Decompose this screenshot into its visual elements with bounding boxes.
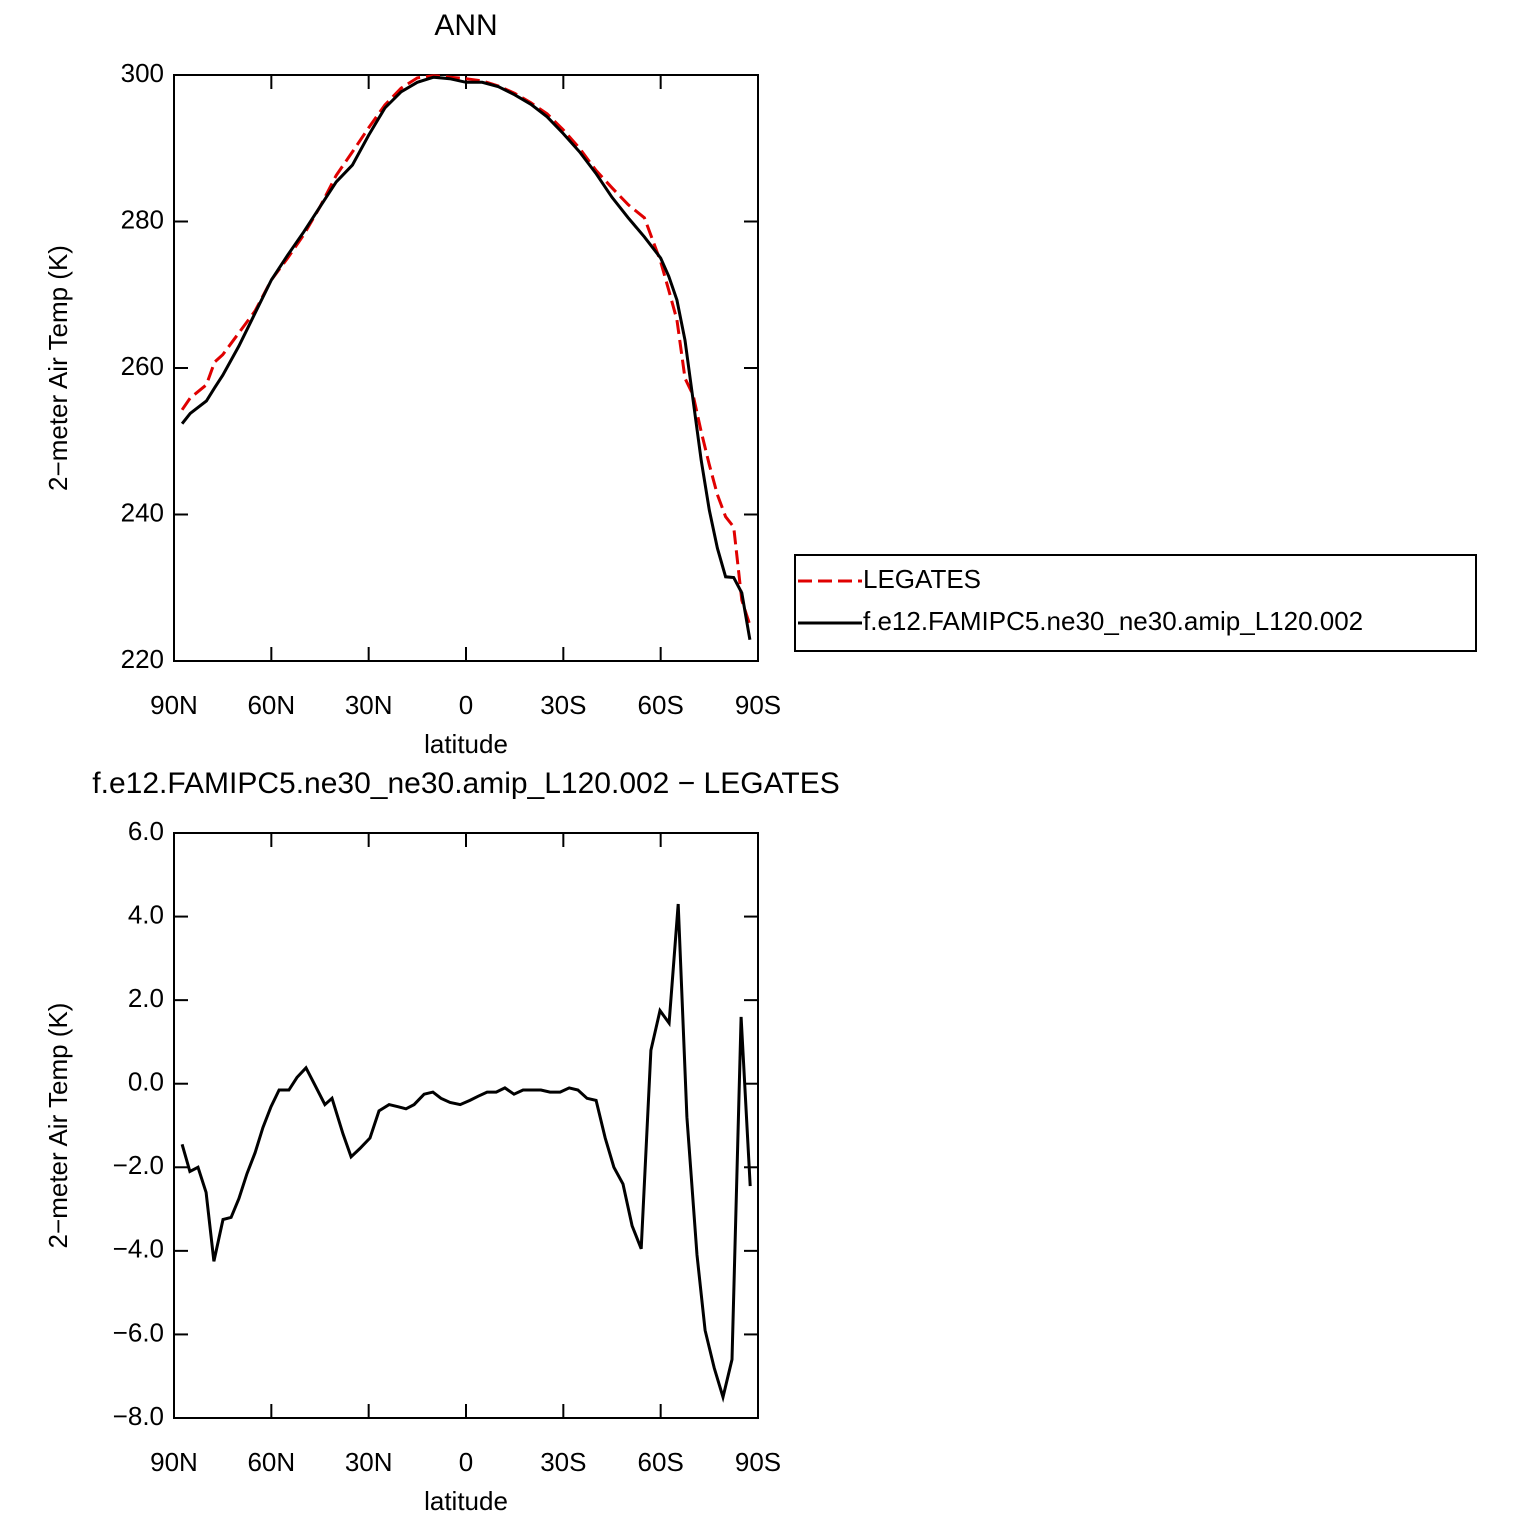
x-tick-label: 30N (345, 690, 393, 720)
x-tick-label: 30N (345, 1447, 393, 1477)
data-line (180, 75, 752, 641)
x-tick-label: 60S (638, 690, 684, 720)
y-tick-label: 0.0 (128, 1067, 164, 1097)
x-tick-label: 60N (247, 1447, 295, 1477)
y-tick-label: 240 (121, 497, 164, 527)
x-tick-label: 90S (735, 690, 781, 720)
chart-title: f.e12.FAMIPC5.ne30_ne30.amip_L120.002 − … (92, 767, 839, 800)
x-axis-label: latitude (424, 1486, 508, 1516)
x-tick-label: 30S (540, 1447, 586, 1477)
x-tick-label: 90N (150, 1447, 198, 1477)
legend-box (794, 554, 1477, 652)
y-tick-label: −6.0 (113, 1317, 164, 1347)
legend-label: f.e12.FAMIPC5.ne30_ne30.amip_L120.002 (863, 606, 1363, 636)
y-tick-label: −2.0 (113, 1150, 164, 1180)
y-tick-label: 300 (121, 58, 164, 88)
y-tick-label: −4.0 (113, 1234, 164, 1264)
x-tick-label: 90N (150, 690, 198, 720)
legend-label: LEGATES (863, 564, 981, 594)
x-tick-label: 60N (247, 690, 295, 720)
y-axis-label: 2−meter Air Temp (K) (43, 245, 73, 491)
x-tick-label: 90S (735, 1447, 781, 1477)
y-tick-label: −8.0 (113, 1401, 164, 1431)
y-tick-label: 220 (121, 644, 164, 674)
y-tick-label: 4.0 (128, 899, 164, 929)
plot-frame (173, 74, 759, 662)
plot-frame (173, 832, 759, 1419)
x-tick-label: 0 (459, 690, 473, 720)
data-line (180, 74, 752, 626)
y-tick-label: 260 (121, 351, 164, 381)
y-axis-label: 2−meter Air Temp (K) (43, 1003, 73, 1249)
x-tick-label: 30S (540, 690, 586, 720)
data-line (180, 903, 752, 1403)
y-tick-label: 6.0 (128, 816, 164, 846)
x-axis-label: latitude (424, 729, 508, 759)
y-tick-label: 280 (121, 204, 164, 234)
y-tick-label: 2.0 (128, 983, 164, 1013)
chart-title: ANN (434, 9, 497, 42)
x-tick-label: 60S (638, 1447, 684, 1477)
x-tick-label: 0 (459, 1447, 473, 1477)
